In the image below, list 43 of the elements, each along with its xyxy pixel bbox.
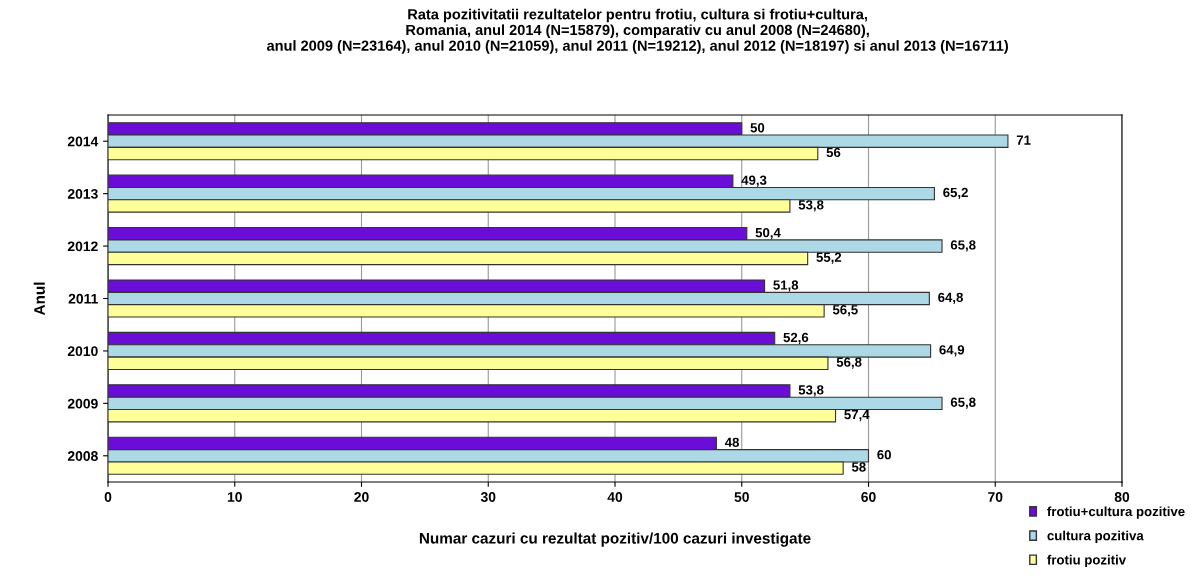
data-label: 65,2 [943, 187, 968, 200]
data-label: 51,8 [773, 280, 799, 292]
y-axis-title: Anul [33, 282, 45, 316]
data-label: 58 [851, 462, 866, 472]
y-tick-label: 2008 [67, 451, 98, 461]
y-tick-label: 2012 [67, 241, 98, 252]
x-tick-label: 60 [861, 492, 876, 502]
x-tick-label: 80 [1114, 492, 1130, 502]
data-label: 48 [724, 437, 739, 447]
data-label: 57,4 [844, 410, 870, 422]
data-label: 55,2 [816, 252, 842, 264]
x-tick-label: 40 [607, 492, 623, 502]
legend-label: frotiu pozitiv [1047, 554, 1127, 568]
y-tick-label: 2013 [67, 188, 98, 199]
x-tick-label: 70 [988, 492, 1003, 502]
y-tick-label: 2009 [67, 398, 98, 409]
legend-label: frotiu+cultura pozitive [1047, 506, 1185, 519]
data-label: 60 [877, 449, 891, 460]
x-tick-label: 0 [104, 492, 112, 502]
data-label: 56,5 [832, 305, 858, 317]
data-label: 52,6 [783, 332, 809, 345]
data-label: 56 [826, 147, 841, 158]
data-label: 65,8 [950, 397, 976, 409]
y-tick-label: 2010 [67, 346, 98, 357]
data-label: 53,8 [798, 200, 824, 212]
x-tick-label: 30 [480, 492, 496, 502]
x-tick-label: 10 [227, 492, 242, 502]
data-label: 49,3 [741, 175, 767, 187]
data-label: 64,9 [939, 345, 965, 357]
data-label: 71 [1016, 135, 1031, 145]
x-axis-title: Numar cazuri cu rezultat pozitiv/100 cazuri investigate [419, 532, 811, 547]
data-label: 56,8 [836, 357, 862, 369]
data-label: 53,8 [798, 385, 824, 397]
x-tick-label: 50 [734, 492, 749, 502]
x-tick-label: 20 [354, 492, 369, 502]
data-label: 50 [750, 123, 765, 133]
y-tick-label: 2011 [68, 293, 98, 304]
chart-title: Rata pozitivitatii rezultatelor pentru frotiu, cultura si frotiu+cultura, Romania, anul 2014 (N=15879), comparativ cu anul 2008 (N=24680), anul 2009 (N=23164), anul 2010 (N=21059), anul 2011 (N=19212), anul 2012 (N=18197) si anul 2013 (N=16711) [266, 8, 1008, 54]
y-tick-label: 2014 [67, 136, 99, 147]
data-label: 65,8 [950, 240, 976, 252]
data-label: 50,4 [755, 227, 781, 240]
data-label: 64,8 [938, 292, 963, 304]
legend-label: cultura pozitiva [1047, 530, 1144, 543]
